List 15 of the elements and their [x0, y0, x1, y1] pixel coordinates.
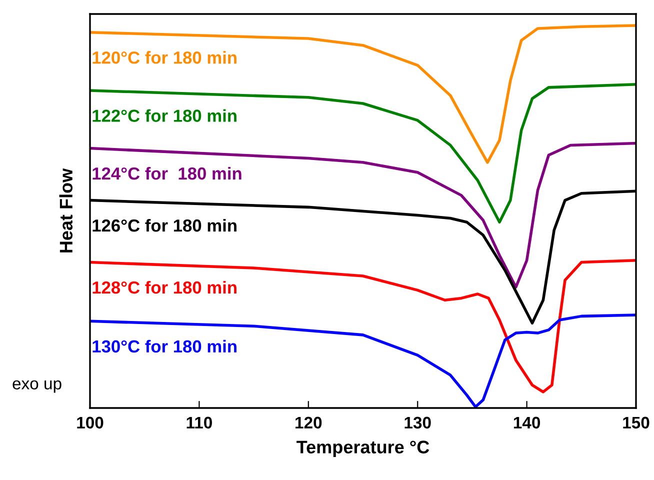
- x-axis-title: Temperature °C: [296, 440, 430, 458]
- series-label: 122°C for 180 min: [92, 109, 236, 122]
- y-axis-title: Heat Flow: [59, 168, 73, 252]
- x-tick-label: 150: [623, 416, 650, 429]
- series-label: 130°C for 180 min: [92, 340, 236, 353]
- series-label: 124°C for 180 min: [92, 166, 242, 180]
- x-tick-label: 110: [186, 416, 212, 429]
- x-tick-label: 140: [514, 416, 540, 429]
- series-label: 128°C for 180 min: [92, 280, 236, 294]
- x-tick-label: 130: [404, 416, 431, 429]
- x-tick-label: 100: [77, 416, 104, 429]
- series-label: 120°C for 180 min: [92, 51, 236, 64]
- series-label: 126°C for 180 min: [92, 218, 236, 232]
- x-tick-label: 120: [296, 416, 322, 429]
- text: exo up: [12, 380, 62, 393]
